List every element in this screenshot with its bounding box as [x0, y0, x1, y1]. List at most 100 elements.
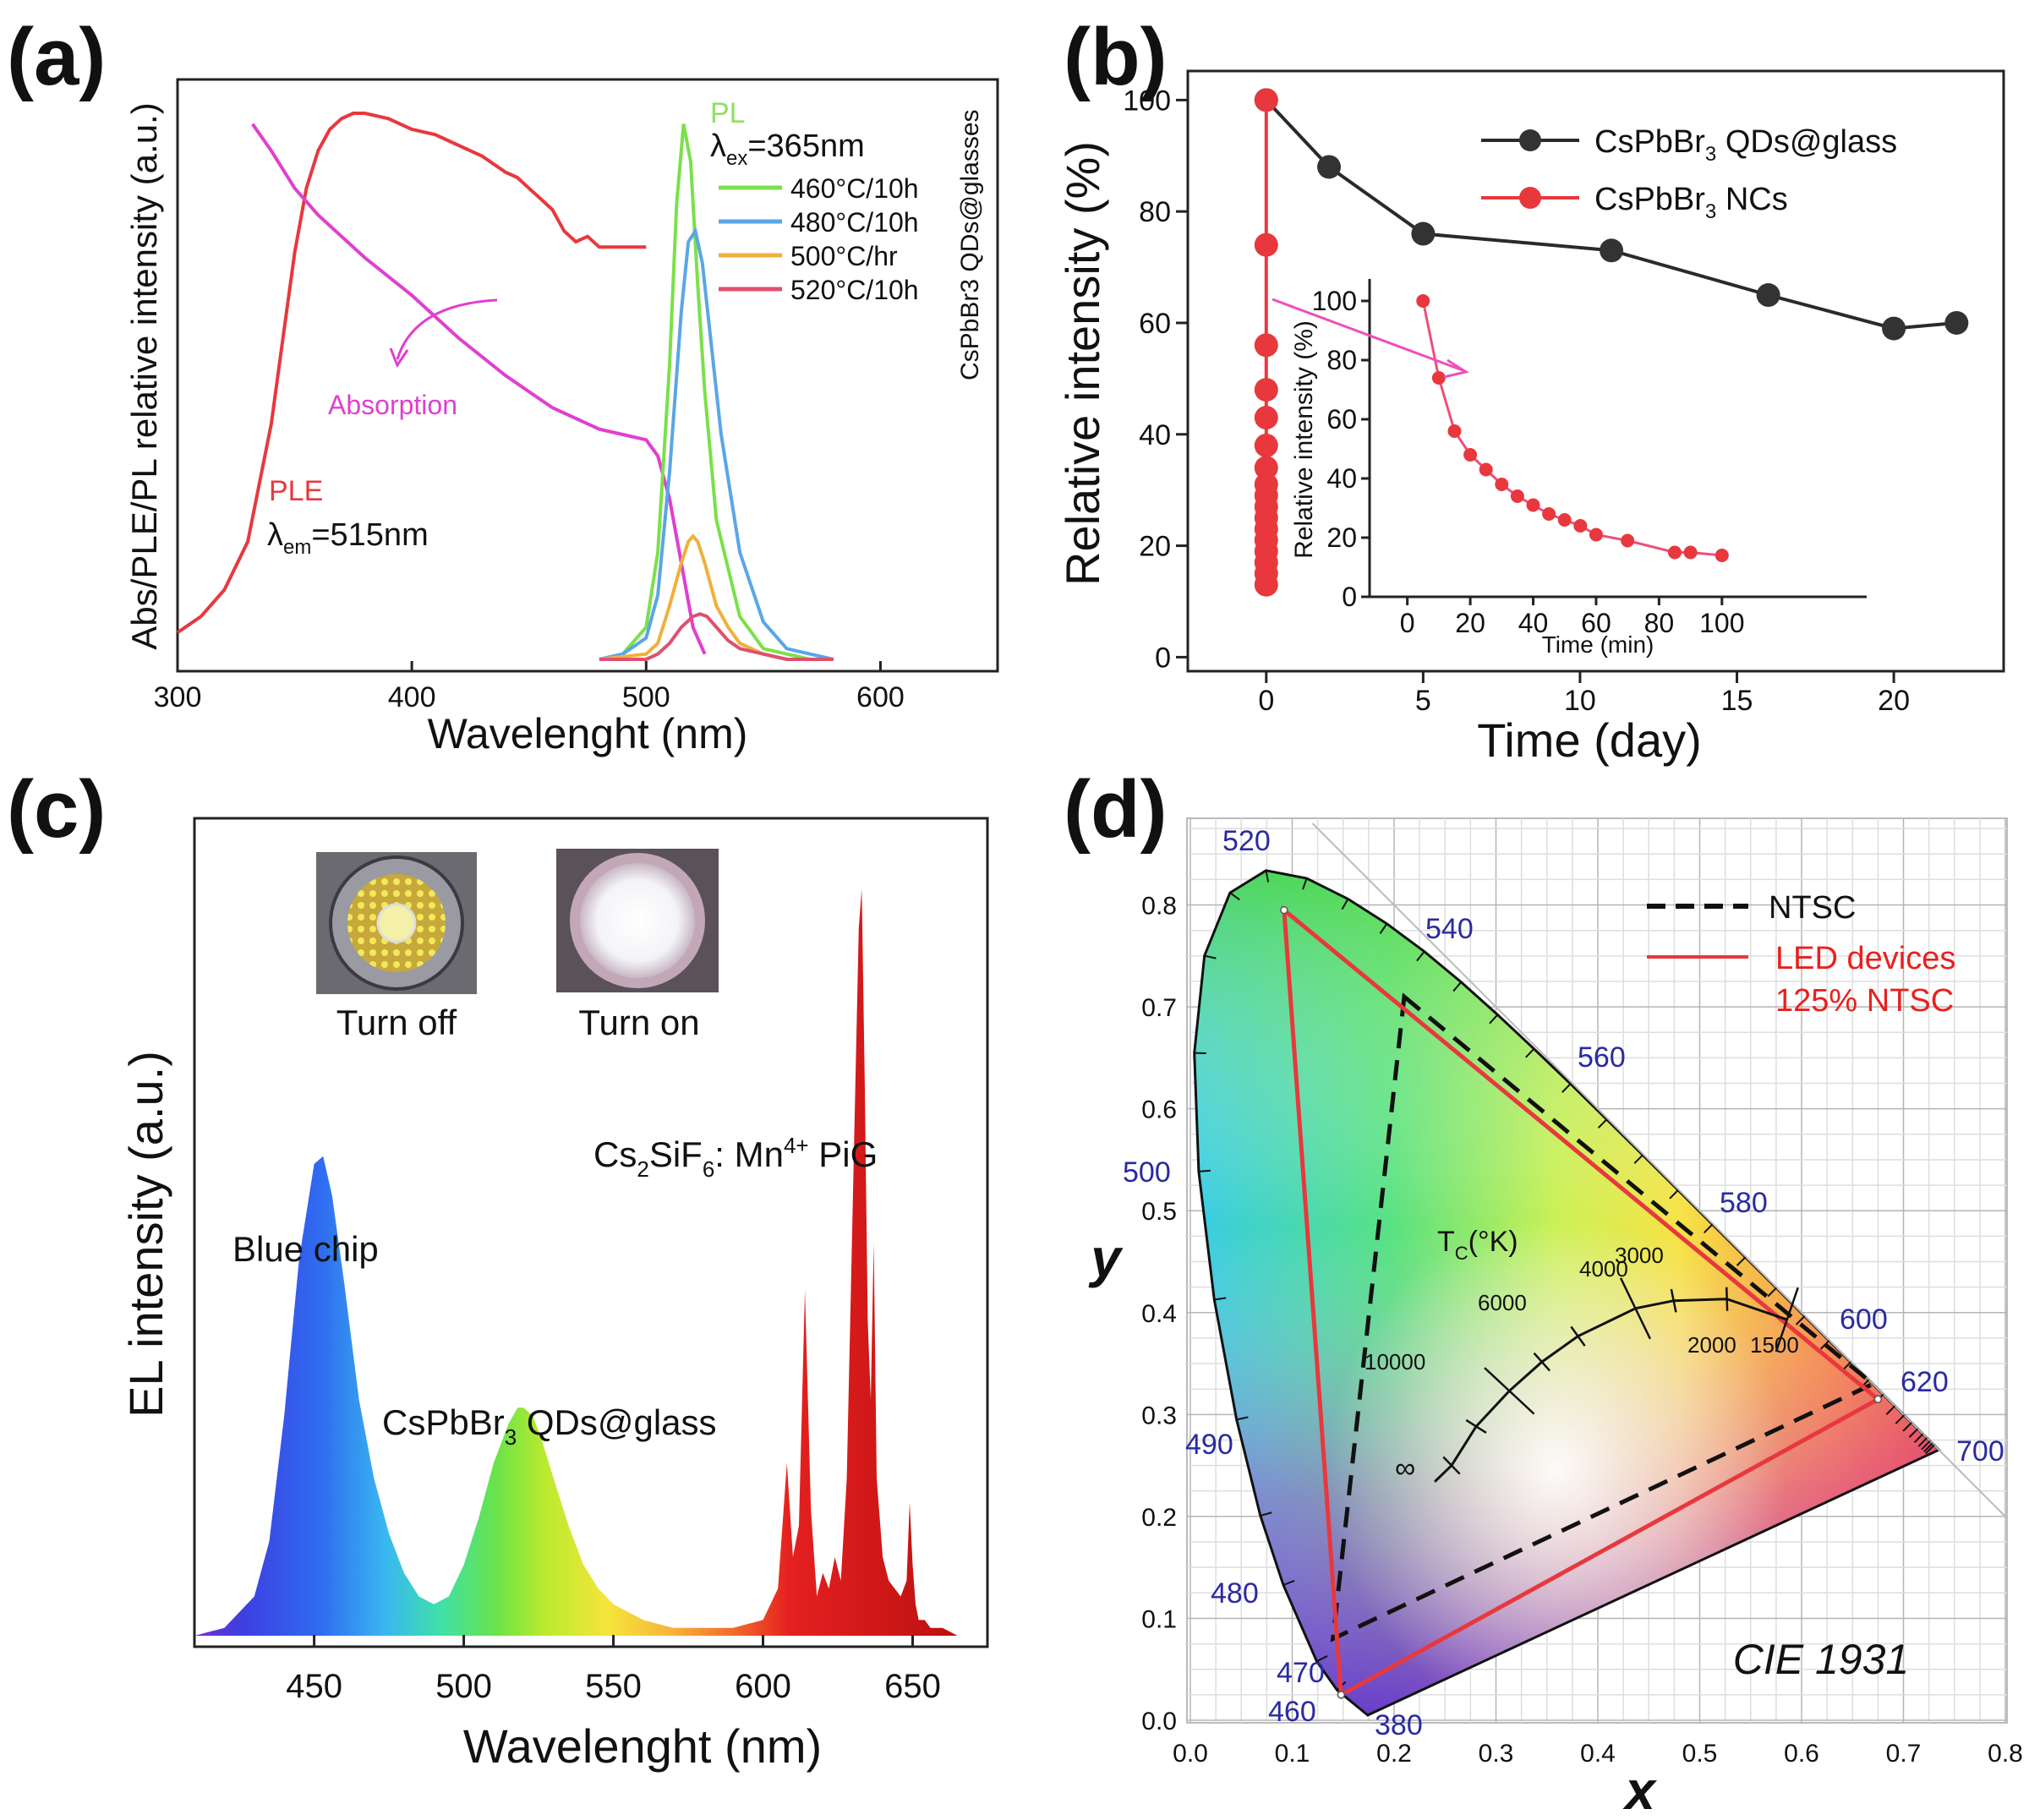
panel-d-y-tick-label: 0.4 [1141, 1300, 1177, 1328]
isotemperature-line [1442, 1456, 1461, 1475]
panel-b-qds-point [1600, 238, 1624, 263]
cct-label: 3000 [1615, 1243, 1664, 1268]
panel-b-ncs-point [1254, 378, 1278, 402]
phosphor-b-sub: 6 [703, 1156, 714, 1182]
panel-c-qds-rest: QDs@glass [517, 1402, 716, 1442]
inset-point [1715, 549, 1729, 562]
panel-c-plot-frame [193, 817, 989, 1648]
inset-y-tick-label: 80 [1326, 345, 1357, 375]
panel-a-emission-value: =515nm [311, 517, 428, 553]
panel-c-blue-chip-label: Blue chip [232, 1229, 379, 1269]
panel-b-ncs-point [1254, 88, 1278, 112]
panel-b-ncs-point [1254, 333, 1278, 358]
locus-tick [1908, 1428, 1919, 1438]
wavelength-label: 480 [1211, 1577, 1259, 1610]
panel-d-x-tick-label: 0.3 [1479, 1740, 1514, 1768]
cct-label: 1500 [1750, 1332, 1799, 1358]
cct-label: 6000 [1478, 1290, 1527, 1315]
panel-a-excitation-symbol: λ [710, 128, 726, 164]
locus-tick [1703, 1223, 1714, 1233]
legend-led-percent: 125% NTSC [1775, 983, 1954, 1019]
panel-c-x-tick-label: 500 [435, 1668, 492, 1705]
locus-tick [1561, 1083, 1572, 1093]
isotemperature-line [1533, 1352, 1551, 1372]
panel-b-x-tick-label: 0 [1258, 685, 1274, 717]
panel-d-y-tick-label: 0.5 [1141, 1198, 1177, 1226]
panel-d-letter: (d) [1064, 764, 1168, 855]
inset-point [1479, 462, 1493, 477]
locus-tick [1379, 923, 1388, 934]
panel-a-emission-label: λem=515nm [267, 517, 429, 559]
locus-tick [1198, 1169, 1211, 1172]
panel-c-qds-label: CsPbBr3 QDs@glass [382, 1402, 717, 1450]
panel-a-excitation-label: λex=365nm [710, 128, 865, 170]
locus-tick [1452, 981, 1463, 992]
inset-y-tick-label: 60 [1326, 404, 1357, 435]
panel-b-y-axis-title: Relative intensity (%) [1056, 141, 1109, 586]
panel-b-inset: 0 20 40 60 80 100 0 20 40 60 80 100 Time (min) Rela… [1272, 279, 1867, 658]
panel-a-excitation-subscript: ex [726, 147, 747, 170]
panel-b-letter: (b) [1064, 12, 1168, 102]
panel-d-title: CIE 1931 [1733, 1636, 1909, 1683]
wavelength-label: 520 [1222, 825, 1271, 857]
legend-ncs-rest: NCs [1716, 182, 1787, 217]
panel-c-x-ticks: 450 500 550 600 650 [286, 1635, 941, 1705]
inset-point [1542, 507, 1556, 521]
inset-x-tick-label: 80 [1644, 608, 1675, 638]
panel-d-y-tick-label: 0.6 [1141, 1096, 1177, 1124]
locus-tick [1921, 1440, 1931, 1451]
legend-ncs-sub: 3 [1705, 200, 1716, 223]
led-turn-off-caption: Turn off [336, 1003, 457, 1042]
phosphor-d: PiG [809, 1134, 878, 1174]
panel-b-ncs-point [1254, 232, 1278, 257]
cct-label: 2000 [1687, 1332, 1736, 1358]
locus-tick [1633, 1154, 1643, 1164]
legend-swatch-marker-qds [1519, 129, 1541, 151]
panel-a-legend-label: 500°C/hr [790, 241, 898, 271]
panel-a-x-tick-label: 500 [622, 681, 670, 713]
panel-a-legend-label: 460°C/10h [790, 173, 919, 204]
wavelength-label: 540 [1425, 913, 1474, 945]
cct-label-main: T [1437, 1226, 1455, 1258]
locus-tick [1416, 951, 1425, 962]
panel-d-x-tick-label: 0.5 [1682, 1740, 1718, 1768]
inset-point [1667, 545, 1682, 560]
panel-a-pl-label: PL [710, 97, 746, 129]
panel-c-x-tick-label: 600 [735, 1668, 791, 1705]
panel-b-x-tick-label: 15 [1721, 685, 1753, 717]
panel-a-letter: (a) [7, 12, 106, 102]
panel-c-x-tick-label: 650 [884, 1668, 941, 1705]
panel-d-y-tick-label: 0.3 [1141, 1402, 1177, 1429]
inset-x-tick-label: 0 [1400, 608, 1415, 638]
panel-d-x-tick-label: 0.2 [1376, 1740, 1412, 1768]
led-vertex [1280, 905, 1288, 915]
panel-a-series-group [176, 112, 834, 661]
panel-a-series-1 [176, 112, 647, 634]
panel-b-ncs-point [1254, 433, 1278, 457]
panel-b-y-tick-label: 60 [1139, 308, 1171, 340]
locus-tick [1214, 1297, 1227, 1301]
locus-tick [1767, 1287, 1777, 1298]
panel-a-legend-label: 480°C/10h [790, 207, 919, 238]
locus-tick [1902, 1422, 1912, 1432]
panel-a-series-2 [251, 123, 707, 655]
led-vertex [1873, 1395, 1883, 1403]
wavelength-label: 700 [1956, 1435, 2004, 1467]
panel-d-x-tick-label: 0.4 [1580, 1740, 1616, 1768]
panel-b-y-tick-label: 80 [1139, 196, 1171, 228]
panel-b-plot-frame [1186, 69, 2005, 673]
panel-b-y-tick-label: 40 [1139, 419, 1171, 451]
isotemperature-line [1484, 1367, 1535, 1415]
isotemperature-line [1725, 1287, 1729, 1311]
isotemperature-line [1670, 1288, 1677, 1313]
legend-swatch-marker-ncs [1519, 187, 1541, 209]
phosphor-a: Cs [593, 1134, 637, 1174]
locus-tick [1917, 1437, 1928, 1447]
panel-b-y-tick-label: 0 [1155, 642, 1171, 674]
panel-b-qds-point [1411, 221, 1436, 246]
panel-d-legend: NTSC LED devices 125% NTSC [1647, 890, 1955, 1019]
panel-c-qds-sub: 3 [505, 1424, 517, 1450]
panel-a-emission-symbol: λ [267, 517, 283, 553]
panel-d-x-axis-title: x [1622, 1760, 1657, 1820]
